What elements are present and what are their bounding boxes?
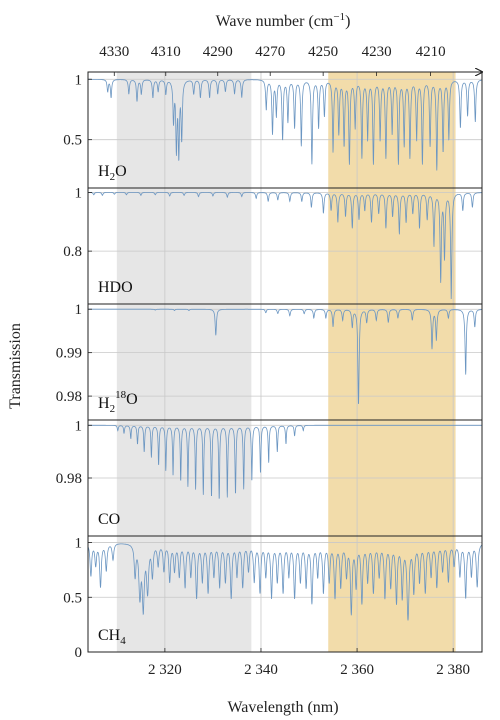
y-tick-label-panel-4-2: 0 [75, 645, 83, 661]
x-tick-label-2360: 2 360 [340, 662, 374, 678]
spectrum-line-panel-0 [88, 78, 483, 171]
top-tick-label-4310: 4310 [151, 44, 181, 60]
species-superscript: 18 [115, 389, 127, 401]
y-tick-label-panel-2-2: 0.98 [56, 389, 82, 405]
spectrum-line-panel-1 [88, 192, 482, 300]
y-tick-label-panel-2-0: 1 [75, 302, 83, 318]
panel-frames [87, 71, 483, 653]
top-axis-title-exponent: −1 [333, 11, 345, 23]
top-tick-label-4250: 4250 [308, 44, 338, 60]
x-tick-label-2380: 2 380 [436, 662, 470, 678]
top-tick-label-4290: 4290 [203, 44, 233, 60]
spectrum-line-panel-2 [88, 308, 483, 404]
x-tick-label-2320: 2 320 [148, 662, 182, 678]
species-label-panel-3: CO [98, 511, 120, 528]
species-tail: O [115, 163, 127, 180]
y-tick-label-panel-0-1: 0.5 [63, 133, 82, 149]
species-subscript: 2 [110, 171, 116, 183]
species-subscript: 4 [120, 635, 126, 647]
y-tick-label-panel-1-0: 1 [75, 185, 83, 201]
y-tick-label-panel-2-1: 0.99 [56, 346, 82, 362]
shaded-region-1 [328, 72, 456, 652]
y-tick-label-panel-4-1: 0.5 [63, 590, 82, 606]
top-tick-label-4210: 4210 [416, 44, 446, 60]
species-base: HDO [98, 279, 133, 296]
y-tick-label-panel-4-0: 1 [75, 536, 83, 552]
top-axis-title: Wave number (cm−1) [216, 11, 351, 30]
top-tick-label-4330: 4330 [99, 44, 129, 60]
top-axis-title-close: ) [345, 13, 350, 30]
species-label-panel-4: CH4 [98, 627, 126, 647]
spectra-lines [87, 78, 483, 621]
top-tick-label-4230: 4230 [362, 44, 392, 60]
species-label-panel-1: HDO [98, 279, 133, 296]
panel-frame-4 [87, 535, 483, 653]
x-axis-title: Wavelength (nm) [227, 699, 338, 716]
species-subscript: 2 [110, 403, 116, 415]
x-tick-label-2340: 2 340 [244, 662, 278, 678]
y-tick-label-panel-1-1: 0.8 [63, 244, 82, 260]
y-tick-label-panel-3-1: 0.98 [56, 471, 82, 487]
species-label-panel-2: H2 18O [98, 389, 138, 415]
species-base: H [98, 163, 110, 180]
species-label-panel-0: H2O [98, 163, 127, 183]
species-base: H [98, 395, 110, 412]
tick-labels: 2 320 2 340 2 360 2 380 4330 4310 4290 4270 4250… [56, 44, 470, 678]
species-base: CO [98, 511, 120, 528]
species-tail: O [126, 391, 138, 408]
species-base: CH [98, 627, 121, 644]
top-tick-label-4270: 4270 [255, 44, 285, 60]
y-axis-title: Transmission [7, 323, 24, 409]
top-axis-title-base: Wave number (cm [216, 13, 334, 30]
shaded-regions [116, 72, 456, 652]
spectrum-line-panel-4 [87, 543, 483, 621]
y-tick-label-panel-3-0: 1 [75, 418, 83, 434]
spectrum-line-panel-3 [88, 424, 482, 499]
y-tick-label-panel-0-0: 1 [75, 72, 83, 88]
